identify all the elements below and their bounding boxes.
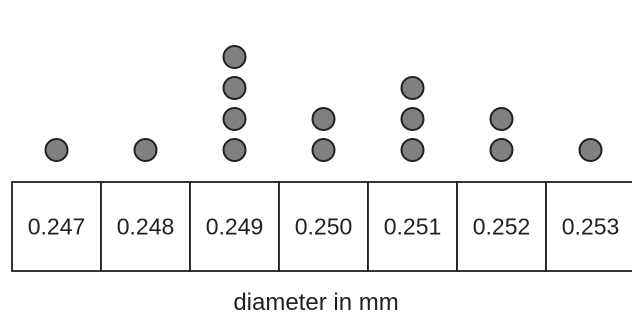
tick-label: 0.251: [384, 214, 442, 240]
dot-marks: [44, 45, 603, 162]
x-axis-title: diameter in mm: [233, 289, 398, 316]
tick-label: 0.253: [562, 214, 620, 240]
tick-label: 0.250: [295, 214, 353, 240]
data-dot: [44, 138, 69, 162]
data-dot: [489, 138, 514, 162]
category-cell: [545, 181, 632, 272]
data-dot: [222, 76, 247, 100]
data-dot: [133, 138, 158, 162]
category-cell: [189, 181, 280, 272]
tick-label: 0.249: [206, 214, 264, 240]
data-dot: [222, 45, 247, 69]
category-cell: [367, 181, 458, 272]
data-dot: [578, 138, 603, 162]
tick-label: 0.247: [28, 214, 86, 240]
data-dot: [400, 76, 425, 100]
tick-label: 0.248: [117, 214, 175, 240]
tick-label: 0.252: [473, 214, 531, 240]
data-dot: [400, 107, 425, 131]
category-cell: [456, 181, 547, 272]
data-dot: [222, 138, 247, 162]
category-cell: [11, 181, 102, 272]
data-dot: [311, 138, 336, 162]
data-dot: [222, 107, 247, 131]
data-dot: [489, 107, 514, 131]
data-dot: [311, 107, 336, 131]
category-axis: 0.247 0.248 0.249 0.250 0.251 0.252 0.253: [11, 181, 632, 272]
category-cell: [100, 181, 191, 272]
data-dot: [400, 138, 425, 162]
